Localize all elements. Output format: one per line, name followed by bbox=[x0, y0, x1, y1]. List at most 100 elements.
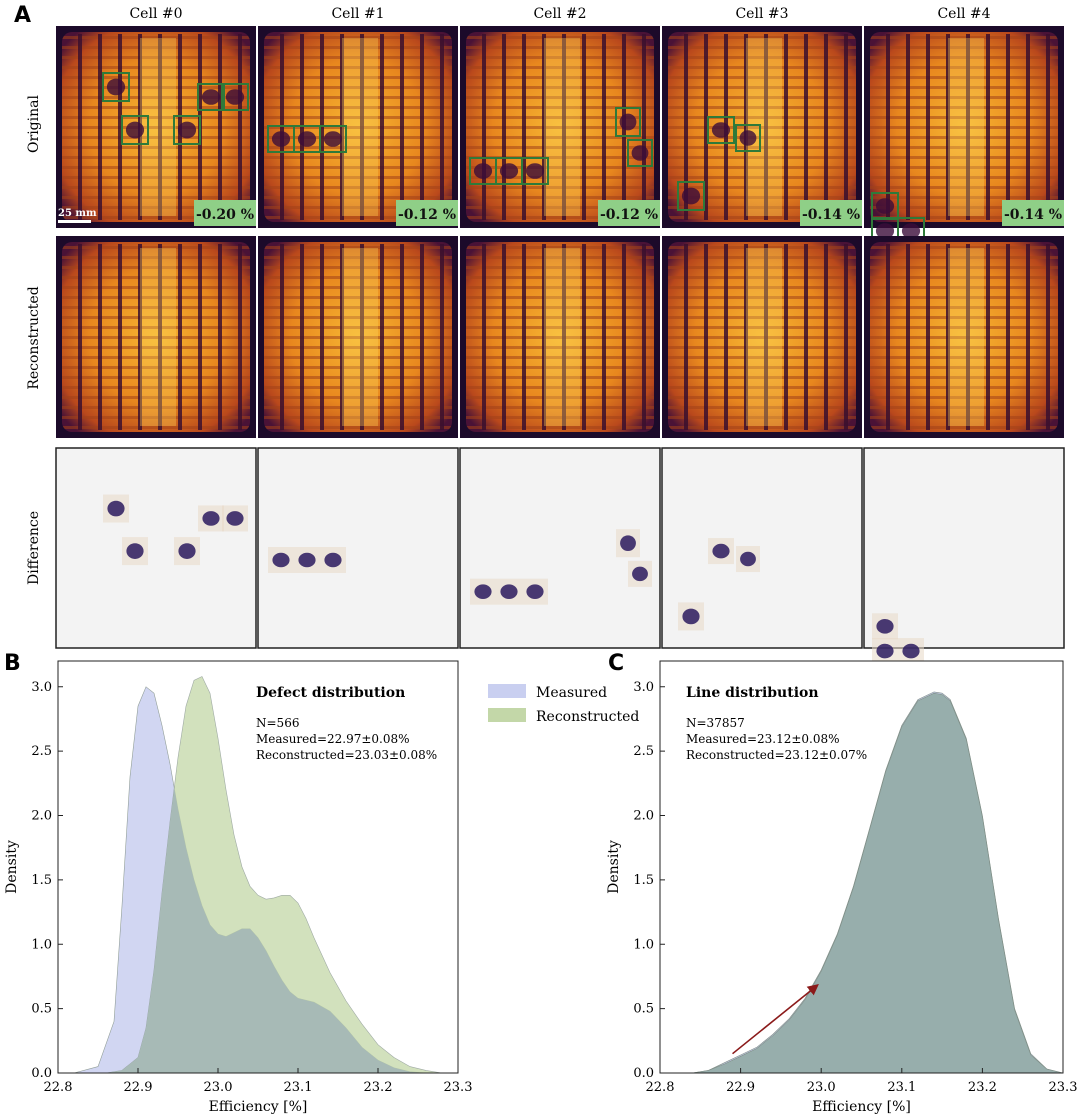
x-tick-label: 22.9 bbox=[726, 1080, 755, 1095]
original-cell-3: -0.14 % bbox=[662, 26, 862, 228]
cell-fingers bbox=[668, 242, 856, 432]
loss-value-3: -0.14 % bbox=[802, 207, 860, 223]
cell-glow bbox=[948, 248, 984, 426]
difference-row bbox=[55, 447, 1065, 665]
cell-glow bbox=[342, 38, 378, 216]
busbar-line bbox=[98, 244, 102, 430]
busbar-line bbox=[1026, 34, 1030, 220]
busbar-line bbox=[482, 34, 486, 220]
difference-spot bbox=[526, 584, 544, 599]
busbar-line bbox=[420, 34, 424, 220]
busbar-line bbox=[400, 244, 404, 430]
original-cell-2: -0.12 % bbox=[460, 26, 660, 228]
x-tick-label: 23.0 bbox=[204, 1080, 233, 1095]
busbar-line bbox=[906, 244, 910, 430]
cell-title-1: Cell #1 bbox=[331, 6, 384, 22]
reconstructed-row bbox=[56, 236, 1064, 438]
busbar-line bbox=[582, 244, 586, 430]
difference-spot bbox=[474, 584, 492, 599]
defect-box bbox=[121, 115, 149, 145]
difference-spot bbox=[226, 511, 244, 526]
busbar-line bbox=[986, 34, 990, 220]
cell-title-0: Cell #0 bbox=[129, 6, 182, 22]
defect-spot bbox=[739, 130, 757, 146]
loss-badge bbox=[194, 200, 256, 226]
defect-spot bbox=[177, 121, 197, 139]
busbar-line bbox=[986, 244, 990, 430]
row-label-original: Original bbox=[26, 95, 42, 153]
line-distribution-chart: 22.8 22.9 23.0 23.1 23.2 23.3 0.0 0.5 1.0 1.5 2.0 2… bbox=[606, 660, 1077, 1115]
difference-spot bbox=[202, 511, 220, 526]
busbar-line bbox=[380, 244, 384, 430]
difference-frame bbox=[55, 447, 257, 649]
defect-spot bbox=[297, 131, 317, 147]
busbar-line bbox=[1006, 244, 1010, 430]
busbar-line bbox=[542, 244, 546, 430]
row-label-difference: Difference bbox=[26, 511, 42, 585]
busbar-line bbox=[704, 34, 708, 220]
defect-box bbox=[173, 115, 201, 145]
busbar-line bbox=[280, 244, 284, 430]
difference-spot bbox=[740, 551, 756, 567]
busbar-line bbox=[764, 244, 768, 430]
y-tick-label: 1.0 bbox=[31, 937, 52, 952]
defect-box bbox=[521, 157, 549, 185]
busbar-line bbox=[400, 34, 404, 220]
busbar-line bbox=[218, 244, 222, 430]
scale-bar bbox=[58, 220, 91, 223]
busbar-line bbox=[622, 244, 626, 430]
busbar-line bbox=[78, 34, 82, 220]
row-label-reconstructed: Reconstructed bbox=[26, 286, 42, 389]
busbar-line bbox=[440, 34, 444, 220]
reconstructed-cell-0 bbox=[56, 236, 256, 438]
cell-fingers bbox=[62, 242, 250, 432]
defect-box bbox=[615, 107, 641, 137]
cell-fingers bbox=[668, 32, 856, 222]
defect-spot bbox=[106, 78, 126, 96]
busbar-line bbox=[744, 244, 748, 430]
difference-cell-4 bbox=[863, 447, 1065, 665]
panel-letter-b: B bbox=[4, 651, 21, 676]
cell-glow bbox=[544, 248, 580, 426]
difference-cell-1 bbox=[257, 447, 459, 649]
busbar-line bbox=[158, 34, 162, 220]
defect-spot bbox=[125, 121, 145, 139]
x-tick-label: 22.8 bbox=[44, 1080, 73, 1095]
x-tick-label: 22.9 bbox=[124, 1080, 153, 1095]
busbar-line bbox=[360, 244, 364, 430]
difference-spot bbox=[902, 643, 920, 659]
busbar-line bbox=[784, 244, 788, 430]
busbar-line bbox=[926, 34, 930, 220]
legend-swatch-reconstructed bbox=[488, 708, 526, 722]
y-tick-label: 2.5 bbox=[31, 744, 52, 759]
x-tick-label: 23.0 bbox=[807, 1080, 836, 1095]
busbar-line bbox=[966, 244, 970, 430]
busbar-line bbox=[804, 244, 808, 430]
busbar-line bbox=[340, 244, 344, 430]
x-axis-label: Efficiency [%] bbox=[812, 1099, 911, 1115]
difference-spot bbox=[632, 566, 648, 582]
busbar-line bbox=[844, 34, 848, 220]
cell-fingers bbox=[870, 32, 1058, 222]
x-tick-label: 23.2 bbox=[968, 1080, 997, 1095]
defect-box bbox=[677, 181, 705, 211]
busbar-line bbox=[1046, 244, 1050, 430]
defect-spot bbox=[473, 163, 493, 179]
legend-swatch-measured bbox=[488, 684, 526, 698]
busbar-line bbox=[420, 244, 424, 430]
busbar-line bbox=[966, 34, 970, 220]
scale-bar-label: 25 mm bbox=[58, 208, 97, 219]
defect-box bbox=[102, 72, 130, 102]
y-tick-label: 0.0 bbox=[633, 1066, 654, 1081]
busbar-line bbox=[684, 34, 688, 220]
busbar-line bbox=[602, 34, 606, 220]
chart-title: Line distribution bbox=[686, 685, 819, 701]
defect-box bbox=[627, 139, 653, 167]
panel-letter-c: C bbox=[608, 651, 624, 676]
reconstructed-cell-1 bbox=[258, 236, 458, 438]
defect-spot bbox=[225, 89, 245, 105]
original-row: -0.20 % -0.12 % -0.12 % -0.14 % -0.14 % bbox=[56, 26, 1064, 245]
busbar-line bbox=[844, 244, 848, 430]
trend-arrow bbox=[732, 984, 819, 1055]
